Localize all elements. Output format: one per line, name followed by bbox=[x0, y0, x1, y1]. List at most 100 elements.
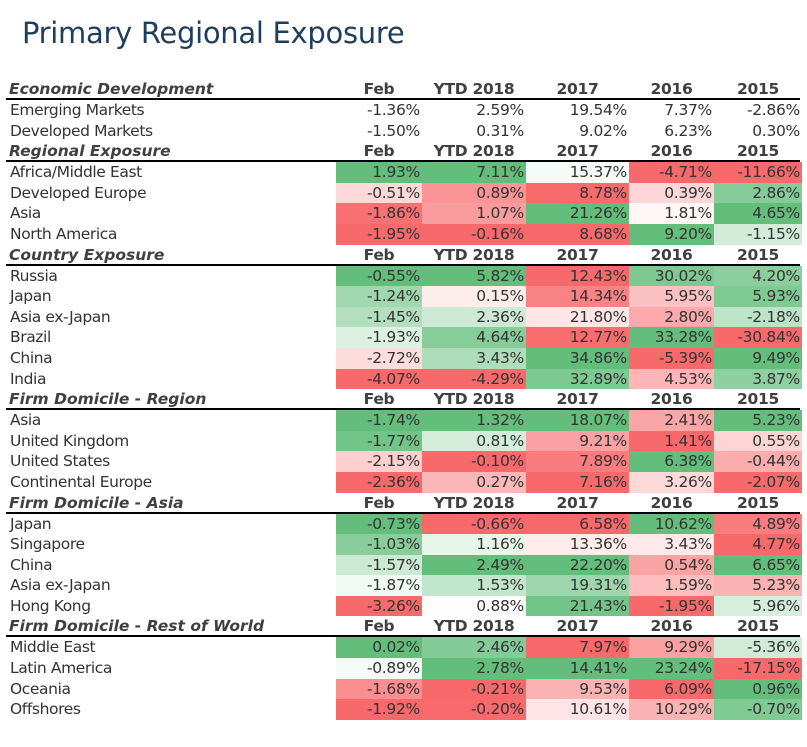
column-header: Feb bbox=[363, 390, 395, 409]
value-cell: 2.80% bbox=[629, 306, 714, 328]
table-row: Asia ex-Japan -1.45% 2.36% 21.80% 2.80% -2.18… bbox=[6, 306, 802, 328]
value-cell: 1.16% bbox=[422, 534, 526, 555]
value-cell: -11.66% bbox=[714, 162, 802, 183]
row-label: China bbox=[10, 555, 53, 574]
value-cell: 3.43% bbox=[422, 347, 526, 369]
column-header: 2015 bbox=[737, 493, 779, 512]
value-cell: 10.61% bbox=[526, 699, 629, 720]
value-cell: 15.37% bbox=[526, 162, 629, 183]
row-label: Developed Europe bbox=[10, 183, 147, 202]
row-label: Asia ex-Japan bbox=[10, 576, 111, 595]
value-cell: 2.78% bbox=[422, 658, 526, 679]
page-title: Primary Regional Exposure bbox=[22, 16, 405, 50]
value-cell: 5.93% bbox=[714, 286, 802, 307]
value-cell: 0.88% bbox=[422, 595, 526, 617]
row-label: Russia bbox=[10, 266, 58, 285]
section-header: Firm Domicile - Rest of World Feb YTD 2018… bbox=[6, 616, 800, 638]
column-header: 2016 bbox=[650, 245, 693, 264]
value-cell: 6.23% bbox=[664, 121, 712, 140]
value-cell: 21.43% bbox=[526, 595, 629, 617]
row-label: India bbox=[10, 369, 47, 388]
value-cell: -5.36% bbox=[714, 637, 802, 659]
value-cell: 2.46% bbox=[422, 637, 526, 659]
value-cell: 13.36% bbox=[526, 534, 629, 555]
table-row: Asia -1.74% 1.32% 18.07% 2.41% 5.23% bbox=[6, 410, 802, 431]
value-cell: -1.86% bbox=[336, 203, 422, 224]
value-cell: 32.89% bbox=[526, 368, 629, 390]
value-cell: 18.07% bbox=[526, 410, 629, 431]
column-header: Feb bbox=[363, 617, 395, 636]
column-header: 2017 bbox=[556, 245, 599, 264]
value-cell: 1.81% bbox=[629, 203, 714, 224]
value-cell: 10.62% bbox=[629, 513, 714, 535]
table-row: Offshores -1.92% -0.20% 10.61% 10.29% -0.70% bbox=[6, 699, 802, 720]
value-cell: -0.10% bbox=[422, 451, 526, 472]
value-cell: -1.36% bbox=[366, 101, 420, 119]
column-header: YTD 2018 bbox=[433, 142, 515, 161]
row-label: Developed Markets bbox=[10, 121, 153, 140]
value-cell: 6.09% bbox=[629, 678, 714, 700]
value-cell: -0.55% bbox=[336, 265, 422, 287]
value-cell: -1.50% bbox=[366, 121, 420, 140]
table-row: United Kingdom -1.77% 0.81% 9.21% 1.41% 0.55% bbox=[6, 430, 802, 452]
value-cell: -2.15% bbox=[336, 451, 422, 472]
row-label: Japan bbox=[10, 287, 52, 306]
value-cell: -0.20% bbox=[422, 699, 526, 720]
value-cell: -1.03% bbox=[336, 534, 422, 555]
value-cell: 0.54% bbox=[629, 554, 714, 576]
value-cell: 4.89% bbox=[714, 513, 802, 535]
value-cell: -2.86% bbox=[746, 101, 800, 119]
value-cell: 1.07% bbox=[422, 203, 526, 224]
table-row: Continental Europe -2.36% 0.27% 7.16% 3.26% -… bbox=[6, 471, 802, 493]
value-cell: -0.21% bbox=[422, 678, 526, 700]
value-cell: 9.21% bbox=[526, 430, 629, 452]
value-cell: 22.20% bbox=[526, 554, 629, 576]
value-cell: 9.02% bbox=[579, 121, 627, 140]
value-cell: -2.36% bbox=[336, 471, 422, 493]
table-row: Oceania -1.68% -0.21% 9.53% 6.09% 0.96% bbox=[6, 678, 802, 700]
column-header: 2015 bbox=[737, 142, 779, 161]
value-cell: -30.84% bbox=[714, 327, 802, 348]
value-cell: 9.53% bbox=[526, 678, 629, 700]
row-label: Middle East bbox=[10, 638, 96, 657]
value-cell: -0.66% bbox=[422, 513, 526, 535]
row-label: Offshores bbox=[10, 700, 81, 719]
value-cell: 1.41% bbox=[629, 430, 714, 452]
table-row: United States -2.15% -0.10% 7.89% 6.38% -0.44… bbox=[6, 451, 802, 472]
value-cell: 3.43% bbox=[629, 534, 714, 555]
column-header: Feb bbox=[363, 142, 395, 161]
section-title: Firm Domicile - Asia bbox=[9, 493, 184, 512]
value-cell: 1.59% bbox=[629, 575, 714, 596]
value-cell: 1.53% bbox=[422, 575, 526, 596]
value-cell: 0.02% bbox=[336, 637, 422, 659]
table-row: Japan -0.73% -0.66% 6.58% 10.62% 4.89% bbox=[6, 513, 802, 535]
column-header: YTD 2018 bbox=[433, 617, 515, 636]
value-cell: 21.26% bbox=[526, 203, 629, 224]
value-cell: -1.95% bbox=[629, 595, 714, 617]
value-cell: 0.30% bbox=[752, 121, 800, 140]
value-cell: 21.80% bbox=[526, 306, 629, 328]
value-cell: -2.72% bbox=[336, 347, 422, 369]
value-cell: 6.58% bbox=[526, 513, 629, 535]
value-cell: -3.26% bbox=[336, 595, 422, 617]
column-header: 2016 bbox=[650, 142, 693, 161]
section-header: Economic Development Feb YTD 2018 2017 2016 2… bbox=[6, 79, 800, 100]
table-row: Asia ex-Japan -1.87% 1.53% 19.31% 1.59% 5.23% bbox=[6, 575, 802, 596]
column-header: 2017 bbox=[556, 617, 599, 636]
column-header: 2017 bbox=[556, 142, 599, 161]
value-cell: 12.43% bbox=[526, 265, 629, 287]
value-cell: 7.97% bbox=[526, 637, 629, 659]
row-label: United States bbox=[10, 452, 110, 471]
row-label: United Kingdom bbox=[10, 431, 129, 450]
table-row: Brazil -1.93% 4.64% 12.77% 33.28% -30.84% bbox=[6, 327, 802, 348]
value-cell: -1.45% bbox=[336, 306, 422, 328]
row-label: Asia bbox=[10, 411, 41, 430]
value-cell: 6.65% bbox=[714, 554, 802, 576]
value-cell: -1.77% bbox=[336, 430, 422, 452]
value-cell: 4.53% bbox=[629, 368, 714, 390]
value-cell: 3.87% bbox=[714, 368, 802, 390]
column-header: Feb bbox=[363, 245, 395, 264]
value-cell: -0.70% bbox=[714, 699, 802, 720]
value-cell: -1.93% bbox=[336, 327, 422, 348]
value-cell: 0.81% bbox=[422, 430, 526, 452]
